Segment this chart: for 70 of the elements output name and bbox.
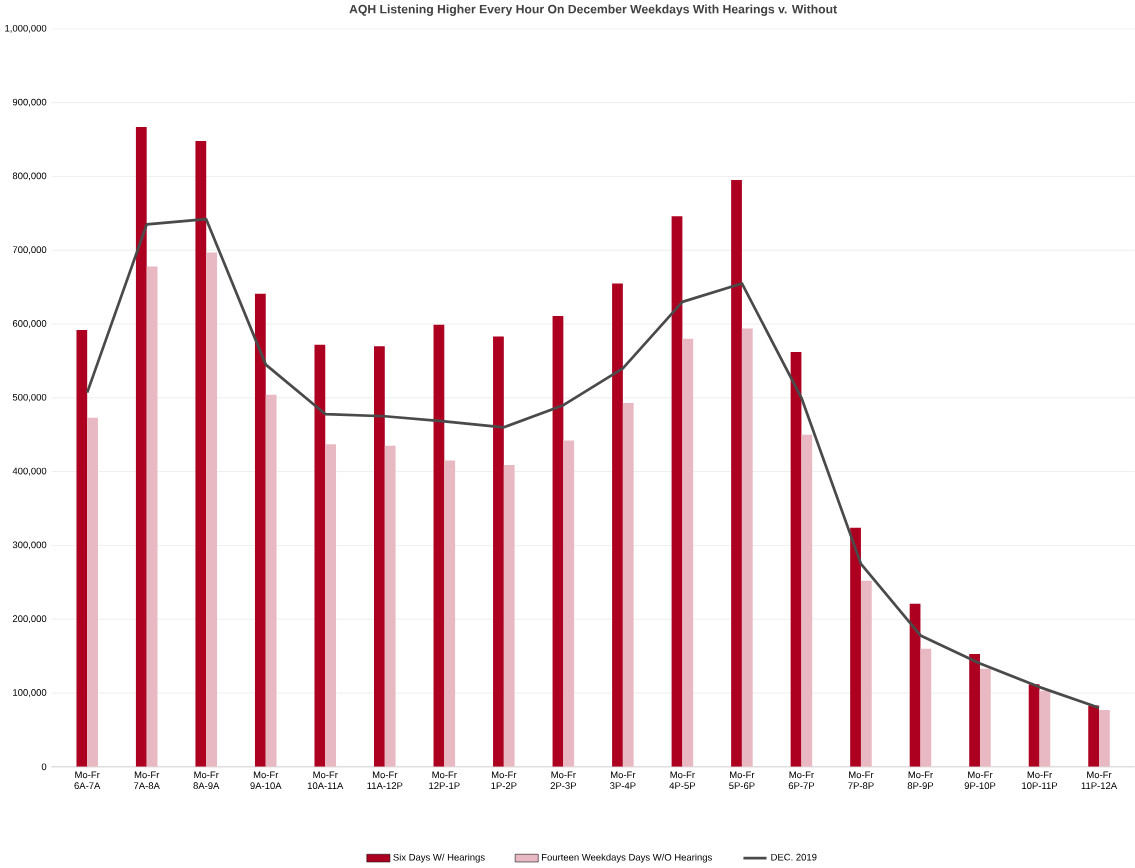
x-tick-label: Mo-Fr 8A-9A	[193, 771, 220, 790]
bar	[741, 328, 753, 767]
legend-label: Fourteen Weekdays Days W/O Hearings	[542, 853, 712, 863]
bar	[682, 338, 694, 767]
bar	[254, 293, 266, 767]
chart-title: AQH Listening Higher Every Hour On December Weekdays With Hearings v. Without	[349, 4, 837, 16]
bar	[206, 252, 217, 767]
y-tick-label: 0	[41, 763, 47, 771]
bar	[1039, 690, 1051, 767]
x-tick-label: Mo-Fr 6A-7A	[74, 771, 101, 790]
bar	[146, 266, 158, 767]
bar	[612, 283, 623, 767]
bar	[314, 344, 326, 767]
x-tick-label: Mo-Fr 6P-7P	[788, 771, 815, 790]
bar	[671, 216, 683, 767]
bar	[384, 445, 396, 767]
y-tick-label: 600,000	[12, 320, 47, 328]
line-series	[85, 217, 1101, 710]
bar	[374, 346, 385, 767]
bar	[979, 668, 991, 767]
bar	[1028, 684, 1040, 767]
bar	[433, 324, 445, 767]
y-tick-label: 900,000	[12, 98, 47, 107]
x-tick-label: Mo-Fr 11A-12P	[367, 771, 403, 789]
x-tick-label: Mo-Fr 11P-12A	[1081, 771, 1118, 789]
x-tick-label: Mo-Fr 8P-9P	[907, 771, 934, 790]
x-tick-label: Mo-Fr 1P-2P	[491, 771, 517, 789]
y-tick-label: 100,000	[13, 689, 47, 697]
bar	[444, 460, 456, 767]
legend-label: DEC. 2019	[771, 853, 817, 861]
x-tick-label: Mo-Fr 9P-10P	[964, 771, 996, 790]
bar	[790, 352, 802, 767]
y-tick-label: 300,000	[12, 541, 47, 550]
y-tick-label: 400,000	[12, 467, 47, 476]
y-tick-label: 1,000,000	[5, 24, 47, 33]
bar	[860, 580, 872, 767]
bar	[850, 527, 861, 767]
x-tick-label: Mo-Fr 7P-8P	[848, 771, 874, 790]
bar	[493, 336, 504, 767]
x-tick-label: Mo-Fr 5P-6P	[729, 771, 755, 790]
bar	[1099, 709, 1110, 767]
x-tick-label: Mo-Fr 7A-8A	[134, 771, 160, 790]
y-tick-label: 500,000	[12, 393, 47, 402]
x-tick-label: Mo-Fr 3P-4P	[610, 771, 636, 790]
bar	[969, 653, 980, 767]
bar	[195, 141, 207, 767]
bar	[552, 315, 564, 767]
y-tick-label: 200,000	[12, 615, 47, 624]
bar	[801, 434, 813, 767]
x-tick-label: Mo-Fr 2P-3P	[550, 771, 577, 790]
bar	[265, 394, 277, 767]
y-tick-label: 800,000	[12, 172, 47, 181]
bar	[1088, 705, 1100, 767]
x-tick-label: Mo-Fr 10P-11P	[1022, 771, 1058, 790]
bar	[87, 417, 98, 767]
bar	[76, 329, 88, 767]
bar	[920, 648, 932, 767]
bar	[325, 444, 337, 767]
bar	[503, 464, 515, 767]
bar	[563, 440, 575, 767]
x-tick-label: Mo-Fr 9A-10A	[250, 771, 282, 790]
legend-label: Six Days W/ Hearings	[393, 853, 485, 863]
bar	[135, 126, 147, 767]
bar	[909, 603, 921, 767]
bar	[622, 402, 634, 767]
y-tick-label: 700,000	[12, 246, 47, 255]
x-tick-label: Mo-Fr 10A-11A	[307, 771, 344, 790]
x-tick-label: Mo-Fr 4P-5P	[669, 771, 696, 790]
x-tick-label: Mo-Fr 12P-1P	[429, 771, 460, 789]
bar	[731, 180, 742, 767]
